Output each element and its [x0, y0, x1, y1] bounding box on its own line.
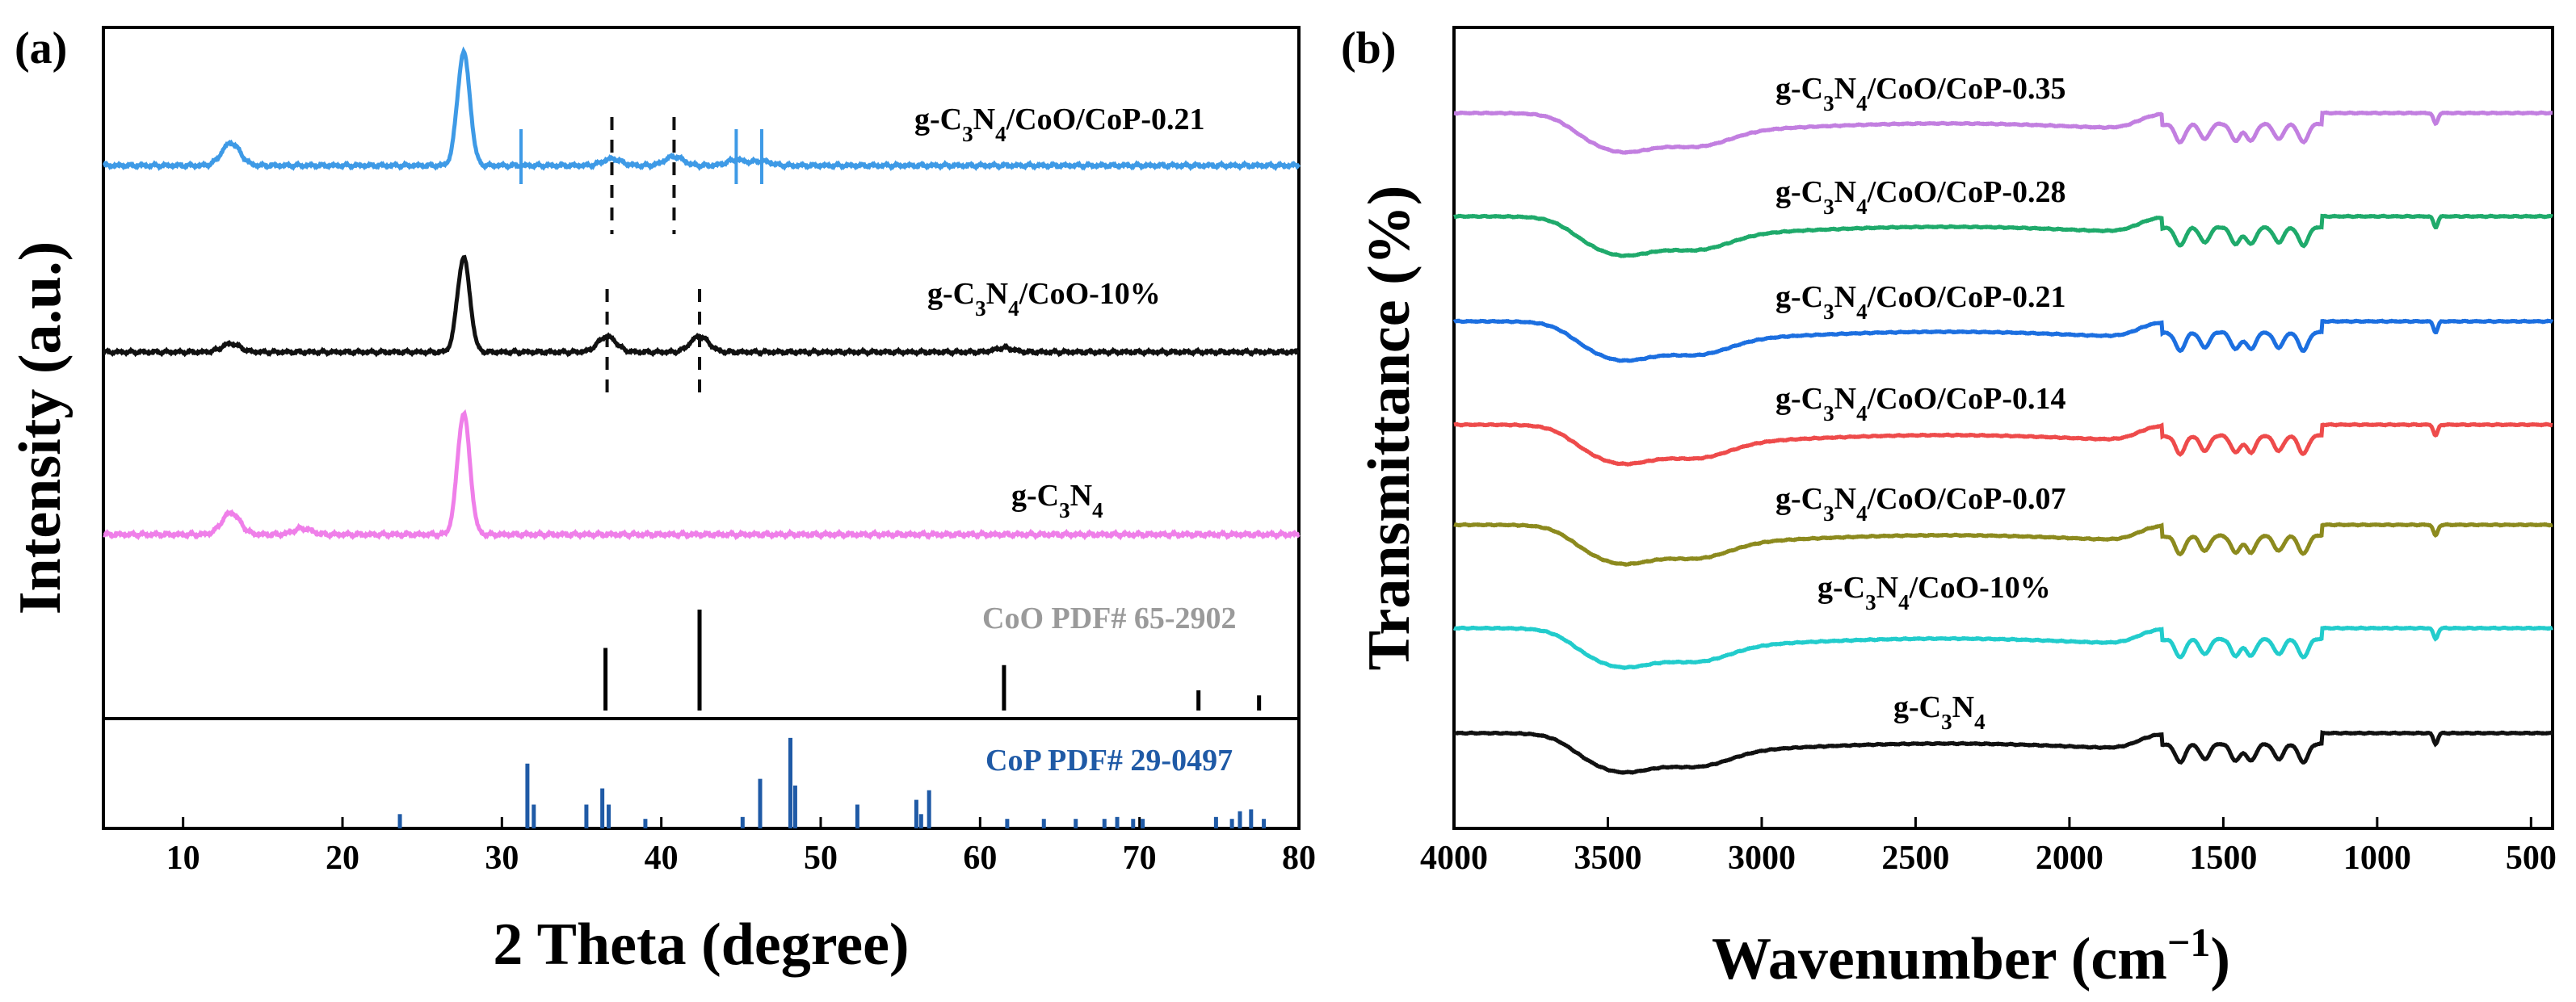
a-xtick-label: 70: [1123, 840, 1157, 877]
a-xtick-label: 40: [645, 840, 679, 877]
label-a-cp021: g-C3N4/CoO/CoP-0.21: [914, 103, 1205, 146]
panel-a-x-ticks: 10 20 30 40 50 60 70 80: [166, 817, 1316, 877]
panel-b-series-group: [1452, 110, 2554, 775]
b-xtick-label: 500: [2506, 840, 2557, 877]
a-series-line-2: [103, 409, 1301, 541]
b-series-line-3: [1453, 421, 2553, 467]
b-xtick-label: 1000: [2343, 840, 2411, 877]
label-coo-pdf: CoO PDF# 65-2902: [982, 602, 1237, 635]
label-b-cp007: g-C3N4/CoO/CoP-0.07: [1775, 482, 2066, 526]
b-series-line-2: [1452, 318, 2554, 363]
a-xtick-label: 50: [804, 840, 838, 877]
b-series-line-0: [1453, 110, 2553, 155]
label-b-cp021: g-C3N4/CoO/CoP-0.21: [1775, 280, 2066, 324]
a-xtick-label: 80: [1282, 840, 1316, 877]
label-b-cp035: g-C3N4/CoO/CoP-0.35: [1775, 72, 2066, 115]
label-a-coo10: g-C3N4/CoO-10%: [927, 277, 1161, 321]
label-b-coo10: g-C3N4/CoO-10%: [1817, 571, 2051, 614]
a-series-line-0: [102, 46, 1301, 172]
a-xtick-label: 30: [485, 840, 519, 877]
panel-a-reference-patterns: [397, 610, 1267, 828]
panel-a-frame: [102, 26, 1301, 830]
panel-b-x-axis-title: Wavenumber (cm−1): [1712, 920, 2230, 992]
label-a-gcn: g-C3N4: [1011, 479, 1103, 522]
a-xtick-label: 60: [963, 840, 997, 877]
panel-a-xrd-chart: (a) 10 20 30 40 50 60 70 80 g-C3N4/CoO/CoP-0.21…: [7, 23, 1316, 978]
panel-a-peak-markers: [519, 117, 763, 400]
panel-b-series-labels: g-C3N4/CoO/CoP-0.35 g-C3N4/CoO/CoP-0.28 …: [1775, 72, 2066, 734]
b-series-line-6: [1453, 730, 2553, 775]
b-xtick-label: 4000: [1420, 840, 1488, 877]
b-series-line-1: [1453, 213, 2554, 258]
b-xtick-label: 2000: [2036, 840, 2103, 877]
b-xtick-label: 1500: [2189, 840, 2257, 877]
panel-b-ftir-chart: (b) 4000 3500 3000 2500 2000 1500 1000 500 g-C3…: [1341, 23, 2557, 992]
b-xtick-label: 3000: [1728, 840, 1796, 877]
b-series-line-4: [1453, 522, 2553, 567]
label-b-cp014: g-C3N4/CoO/CoP-0.14: [1775, 382, 2066, 426]
panel-b-frame: [1452, 26, 2554, 830]
panel-b-y-axis-title: Transmittance (%): [1356, 186, 1422, 671]
panel-a-label: (a): [15, 23, 67, 73]
label-b-cp028: g-C3N4/CoO/CoP-0.28: [1775, 175, 2066, 219]
b-xtick-label: 2500: [1881, 840, 1949, 877]
label-b-gcn: g-C3N4: [1893, 690, 1986, 734]
panel-b-label: (b): [1341, 23, 1396, 73]
panel-a-y-axis-title: Intensity (a.u.): [7, 241, 74, 615]
panel-a-x-axis-title: 2 Theta (degree): [493, 912, 909, 978]
a-xtick-label: 20: [326, 840, 359, 877]
b-xtick-label: 3500: [1574, 840, 1641, 877]
label-cop-pdf: CoP PDF# 29-0497: [985, 744, 1233, 778]
panel-b-x-ticks: 4000 3500 3000 2500 2000 1500 1000 500: [1420, 817, 2557, 877]
b-series-line-5: [1452, 625, 2554, 671]
a-xtick-label: 10: [166, 840, 200, 877]
